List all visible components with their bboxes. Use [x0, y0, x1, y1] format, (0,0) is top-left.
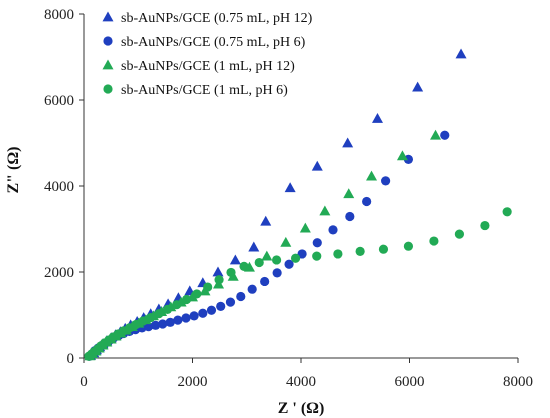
- data-point: [290, 253, 301, 263]
- data-point: [181, 294, 192, 305]
- data-points: [84, 48, 512, 361]
- data-point: [261, 250, 273, 261]
- data-point: [181, 313, 191, 323]
- data-point: [236, 291, 246, 302]
- data-point: [312, 251, 322, 261]
- y-tick-label: 8000: [44, 7, 74, 23]
- legend-item: sb-AuNPs/GCE (0.75 mL, pH 12): [102, 11, 313, 26]
- x-axis-title: Z ' (Ω): [278, 400, 325, 417]
- data-point: [189, 311, 199, 321]
- data-point: [455, 48, 467, 59]
- data-point: [247, 284, 257, 294]
- data-point: [284, 182, 296, 193]
- data-point: [203, 282, 213, 292]
- data-point: [248, 241, 260, 252]
- legend-item: sb-AuNPs/GCE (1 mL, pH 6): [103, 83, 288, 98]
- data-point: [151, 320, 161, 330]
- data-point: [362, 196, 372, 207]
- data-point: [440, 130, 450, 140]
- legend-label: sb-AuNPs/GCE (0.75 mL, pH 12): [121, 11, 313, 26]
- data-point: [345, 211, 355, 222]
- data-point: [172, 300, 182, 310]
- x-tick-label: 0: [80, 374, 88, 390]
- y-tick-label: 4000: [44, 179, 74, 195]
- data-point: [212, 266, 224, 277]
- x-tick-label: 4000: [286, 374, 316, 390]
- data-point: [429, 236, 439, 246]
- data-point: [260, 276, 270, 287]
- data-point: [284, 259, 294, 269]
- y-tick-label: 6000: [44, 93, 74, 109]
- data-point: [502, 207, 512, 217]
- data-point: [342, 137, 354, 148]
- data-point: [355, 246, 365, 256]
- data-point: [319, 205, 331, 216]
- y-tick-label: 2000: [44, 265, 74, 281]
- tick-labels: 0 2000 4000 6000 8000 0 2000 4000 6000 8000: [44, 7, 533, 390]
- data-point: [214, 275, 224, 285]
- data-point: [131, 319, 141, 330]
- data-point: [206, 305, 217, 315]
- series-4: [84, 207, 512, 361]
- data-point: [271, 255, 282, 265]
- data-point: [403, 241, 414, 251]
- data-point: [328, 225, 338, 235]
- data-point: [412, 81, 424, 92]
- legend-marker: [103, 36, 113, 46]
- data-point: [198, 308, 208, 318]
- legend-label: sb-AuNPs/GCE (0.75 mL, pH 6): [121, 35, 306, 50]
- legend-marker: [102, 59, 114, 70]
- legend-item: sb-AuNPs/GCE (0.75 mL, pH 6): [103, 35, 306, 50]
- data-point: [311, 160, 323, 171]
- data-point: [381, 176, 391, 186]
- data-point: [430, 129, 442, 140]
- data-point: [297, 249, 307, 259]
- data-point: [454, 229, 465, 239]
- data-point: [216, 301, 226, 311]
- data-point: [146, 312, 156, 323]
- data-point: [378, 244, 389, 254]
- data-point: [280, 236, 292, 247]
- x-tick-label: 8000: [503, 374, 533, 390]
- legend-label: sb-AuNPs/GCE (1 mL, pH 6): [121, 83, 288, 98]
- data-point: [225, 297, 236, 307]
- data-point: [371, 112, 383, 123]
- data-point: [226, 267, 236, 278]
- data-point: [239, 261, 249, 272]
- data-point: [333, 249, 343, 259]
- data-point: [396, 150, 408, 161]
- data-point: [480, 220, 490, 231]
- data-point: [254, 257, 264, 268]
- data-point: [173, 315, 183, 325]
- legend-marker: [103, 84, 113, 94]
- data-point: [192, 289, 202, 299]
- legend-label: sb-AuNPs/GCE (1 mL, pH 12): [121, 59, 295, 74]
- data-point: [154, 309, 164, 319]
- data-point: [343, 188, 355, 199]
- x-tick-label: 2000: [178, 374, 208, 390]
- data-point: [366, 170, 378, 181]
- ticks: [79, 13, 519, 363]
- data-point: [260, 215, 272, 226]
- data-point: [312, 238, 322, 248]
- data-point: [158, 319, 168, 329]
- x-tick-label: 6000: [395, 374, 425, 390]
- data-point: [165, 317, 175, 327]
- data-point: [229, 254, 241, 265]
- y-tick-label: 0: [67, 351, 75, 367]
- data-point: [138, 316, 148, 326]
- legend-marker: [102, 11, 114, 22]
- data-point: [299, 222, 311, 233]
- legend-item: sb-AuNPs/GCE (1 mL, pH 12): [102, 59, 295, 74]
- legend: sb-AuNPs/GCE (0.75 mL, pH 12) sb-AuNPs/GC…: [102, 11, 313, 98]
- data-point: [162, 304, 173, 315]
- data-point: [272, 268, 282, 278]
- y-axis-title: Z" (Ω): [5, 146, 22, 193]
